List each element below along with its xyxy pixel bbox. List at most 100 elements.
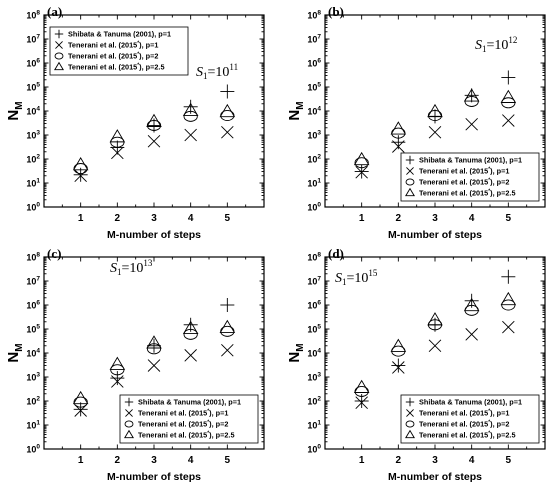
legend-box xyxy=(400,152,540,202)
x-tick-label: 2 xyxy=(115,213,121,224)
legend: Shibata & Tanuma (2001), p=1 Tenerani et … xyxy=(400,394,540,444)
y-tick-label: 107 xyxy=(307,34,321,45)
y-axis-title: NM xyxy=(286,343,306,362)
legend-entry: Tenerani et al. (2015*), p=2 xyxy=(419,178,509,187)
data-point-triangle xyxy=(109,129,126,143)
data-point-triangle xyxy=(182,102,199,117)
y-tick-label: 101 xyxy=(26,420,40,431)
data-point-triangle xyxy=(219,319,236,334)
data-point-plus xyxy=(73,402,88,417)
legend-marker-circle xyxy=(124,420,134,428)
data-point-x xyxy=(184,128,197,142)
legend-box xyxy=(400,394,540,444)
data-point-plus xyxy=(464,88,479,103)
panel-label: (a) xyxy=(47,4,62,19)
y-tick-label: 106 xyxy=(307,58,321,69)
data-point-x xyxy=(221,125,234,139)
y-tick-label: 105 xyxy=(26,82,40,93)
y-tick-label: 104 xyxy=(26,106,40,117)
y-axis-ticks xyxy=(44,14,264,208)
legend-entry: Tenerani et al. (2015*), p=2 xyxy=(138,420,228,429)
y-axis-title: NM xyxy=(5,343,25,362)
data-point-triangle xyxy=(219,103,236,118)
y-tick-label: 100 xyxy=(307,444,321,455)
legend-entry: Shibata & Tanuma (2001), p=1 xyxy=(419,156,522,165)
y-tick-label: 107 xyxy=(307,276,321,287)
x-tick-label: 2 xyxy=(396,455,402,466)
s1-annotation: S1=1012 xyxy=(475,35,517,54)
legend-entry: Tenerani et al. (2015*), p=1 xyxy=(68,41,158,50)
data-point-x xyxy=(465,328,478,341)
data-points xyxy=(72,298,236,417)
legend-entry: Tenerani et al. (2015*), p=2 xyxy=(419,420,509,429)
y-tick-label: 104 xyxy=(307,106,321,117)
y-tick-label: 102 xyxy=(26,154,40,165)
y-tick-label: 100 xyxy=(307,202,321,213)
data-point-triangle xyxy=(182,320,199,335)
x-tick-label: 1 xyxy=(359,455,365,466)
legend-marker-circle xyxy=(405,420,415,428)
data-point-circle xyxy=(146,343,162,355)
y-tick-label: 108 xyxy=(307,252,321,263)
data-point-x xyxy=(147,359,161,372)
y-tick-label: 104 xyxy=(307,348,321,359)
x-tick-label: 3 xyxy=(432,455,438,466)
x-tick-label: 2 xyxy=(115,455,121,466)
legend-entry: Tenerani et al. (2015*), p=1 xyxy=(138,409,228,418)
legend-marker-triangle xyxy=(124,429,134,439)
data-point-triangle xyxy=(463,297,480,312)
data-point-triangle xyxy=(390,121,407,135)
data-point-circle xyxy=(183,328,198,340)
y-axis-ticks xyxy=(325,256,545,450)
data-point-x xyxy=(392,140,405,153)
legend-entry: Shibata & Tanuma (2001), p=1 xyxy=(419,398,522,407)
data-point-x xyxy=(428,125,442,139)
data-point-x xyxy=(74,169,87,183)
data-points xyxy=(353,269,517,409)
data-points xyxy=(353,70,517,179)
y-tick-label: 101 xyxy=(26,178,40,189)
legend: Shibata & Tanuma (2001), p=1 Tenerani et … xyxy=(119,394,259,444)
x-tick-label: 5 xyxy=(225,213,231,224)
y-axis-title: NM xyxy=(5,101,25,120)
data-point-x xyxy=(221,343,234,357)
data-point-triangle xyxy=(427,103,443,118)
legend-entry: Shibata & Tanuma (2001), p=1 xyxy=(68,30,171,39)
panel-label: (d) xyxy=(328,246,344,261)
x-tick-label: 3 xyxy=(151,455,157,466)
x-axis-title: M-number of steps xyxy=(107,229,201,241)
y-tick-label: 103 xyxy=(307,130,321,141)
x-tick-label: 3 xyxy=(151,213,157,224)
y-tick-label: 106 xyxy=(307,300,321,311)
legend-box xyxy=(119,394,259,444)
y-tick-label: 100 xyxy=(26,202,40,213)
legend-marker-triangle xyxy=(54,61,64,71)
legend-marker-x xyxy=(406,167,414,175)
y-tick-label: 103 xyxy=(26,130,40,141)
data-point-plus xyxy=(391,358,406,373)
data-point-circle xyxy=(73,396,88,408)
data-point-plus xyxy=(501,269,516,284)
legend-entry: Tenerani et al. (2015*), p=2.5 xyxy=(419,431,516,440)
data-point-plus xyxy=(501,70,516,85)
data-point-x xyxy=(355,166,368,179)
y-tick-label: 107 xyxy=(26,276,40,287)
y-tick-label: 105 xyxy=(307,82,321,93)
y-tick-label: 104 xyxy=(26,348,40,359)
legend-marker-plus xyxy=(405,155,415,165)
y-tick-label: 100 xyxy=(26,444,40,455)
data-point-triangle xyxy=(353,379,370,393)
data-point-x xyxy=(111,146,124,160)
data-point-plus xyxy=(354,164,369,179)
panel-label: (b) xyxy=(328,4,344,19)
data-point-plus xyxy=(220,298,235,312)
legend-entry: Shibata & Tanuma (2001), p=1 xyxy=(138,398,241,407)
y-tick-label: 108 xyxy=(307,10,321,21)
y-tick-label: 102 xyxy=(26,396,40,407)
y-tick-label: 105 xyxy=(26,324,40,335)
panel-label: (c) xyxy=(47,246,61,261)
y-tick-label: 102 xyxy=(307,396,321,407)
y-tick-label: 106 xyxy=(26,300,40,311)
legend-entry: Tenerani et al. (2015*), p=1 xyxy=(419,409,509,418)
